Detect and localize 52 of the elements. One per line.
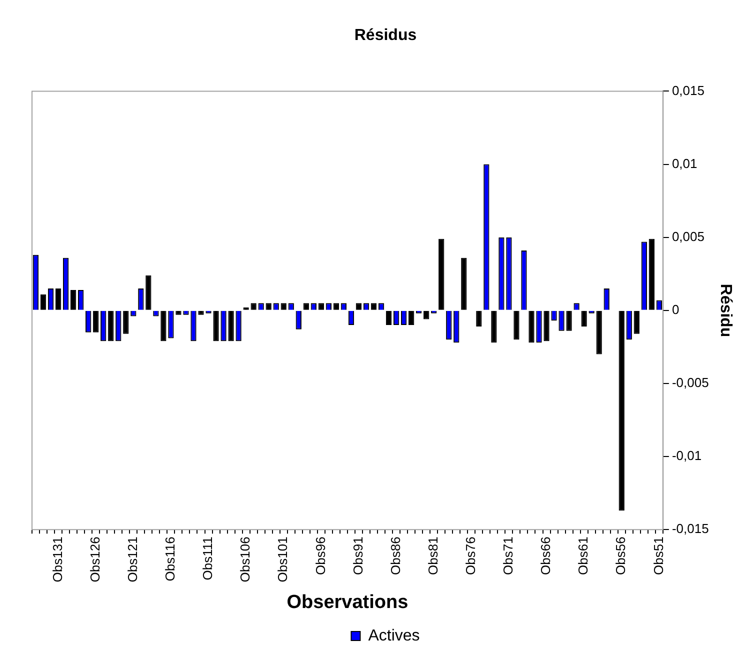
x-tick-label: Obs81 — [425, 536, 440, 575]
bar — [160, 310, 166, 342]
x-tick-label: Obs116 — [162, 536, 178, 582]
bar — [386, 310, 392, 326]
x-tick-label: Obs121 — [124, 536, 140, 582]
bar — [476, 310, 482, 327]
bar — [648, 238, 654, 310]
bar — [528, 310, 534, 343]
bar — [596, 310, 602, 354]
x-tick-label: Obs91 — [350, 536, 366, 575]
y-axis-title: Résidu — [716, 284, 734, 338]
y-tick-label: -0,01 — [672, 448, 702, 464]
bar — [461, 258, 467, 310]
legend-label: Actives — [368, 627, 420, 644]
bar — [108, 310, 114, 342]
bar — [514, 310, 520, 340]
x-tick-label: Obs101 — [275, 536, 290, 582]
bar — [544, 310, 550, 342]
bar — [634, 310, 640, 334]
chart-title: Résidus — [354, 27, 417, 44]
bar — [93, 310, 99, 332]
bar — [566, 310, 572, 331]
bar — [55, 288, 62, 310]
bar — [70, 290, 76, 310]
y-tick-label: 0,01 — [672, 156, 698, 171]
bar — [213, 310, 219, 342]
bar — [40, 294, 46, 310]
x-tick-label: Obs76 — [462, 536, 478, 575]
x-tick-label: Obs56 — [613, 536, 628, 575]
bar — [581, 310, 587, 327]
y-tick-label: 0 — [672, 302, 680, 318]
bar — [146, 275, 152, 310]
bar — [408, 310, 414, 326]
x-tick-label: Obs66 — [538, 536, 554, 575]
x-tick-label: Obs111 — [200, 536, 216, 580]
y-tick-label: -0,015 — [672, 521, 709, 536]
x-tick-label: Obs106 — [238, 536, 253, 582]
x-tick-label: Obs61 — [576, 536, 591, 575]
x-tick-label: Obs126 — [87, 536, 102, 582]
bar — [228, 310, 234, 342]
x-tick-label: Obs131 — [50, 536, 65, 582]
x-tick-label: Obs51 — [650, 536, 666, 575]
bar — [491, 310, 497, 343]
x-tick-label: Obs96 — [312, 536, 328, 575]
y-tick-label: 0,015 — [672, 82, 704, 98]
x-tick-label: Obs71 — [500, 536, 516, 575]
bar — [438, 238, 444, 310]
y-tick-label: 0,005 — [672, 228, 704, 244]
y-tick-label: -0,005 — [672, 375, 709, 390]
bar — [618, 310, 624, 511]
x-axis-title: Observations — [286, 592, 408, 613]
x-tick-label: Obs86 — [388, 536, 403, 575]
